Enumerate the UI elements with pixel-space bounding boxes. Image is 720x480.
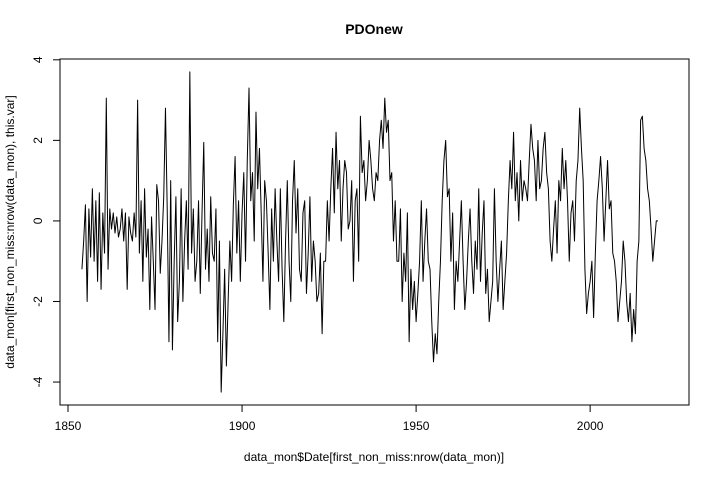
x-tick-label: 1850 (55, 419, 82, 433)
data-line (81, 71, 659, 393)
chart-title: PDOnew (345, 21, 403, 37)
x-tick-label: 1900 (229, 419, 256, 433)
plot-frame (59, 58, 690, 406)
x-tick-label: 1950 (403, 419, 430, 433)
y-tick-label: 2 (31, 137, 45, 144)
y-tick-label: -2 (31, 296, 45, 307)
x-axis-label: data_mon$Date[first_non_miss:nrow(data_m… (244, 450, 504, 464)
y-tick-label: -4 (31, 376, 45, 387)
x-tick-label: 2000 (577, 419, 604, 433)
y-tick-label: 4 (31, 56, 45, 63)
y-axis-label: data_mon[first_non_miss:nrow(data_mon), … (3, 95, 17, 368)
y-tick-label: 0 (31, 217, 45, 224)
